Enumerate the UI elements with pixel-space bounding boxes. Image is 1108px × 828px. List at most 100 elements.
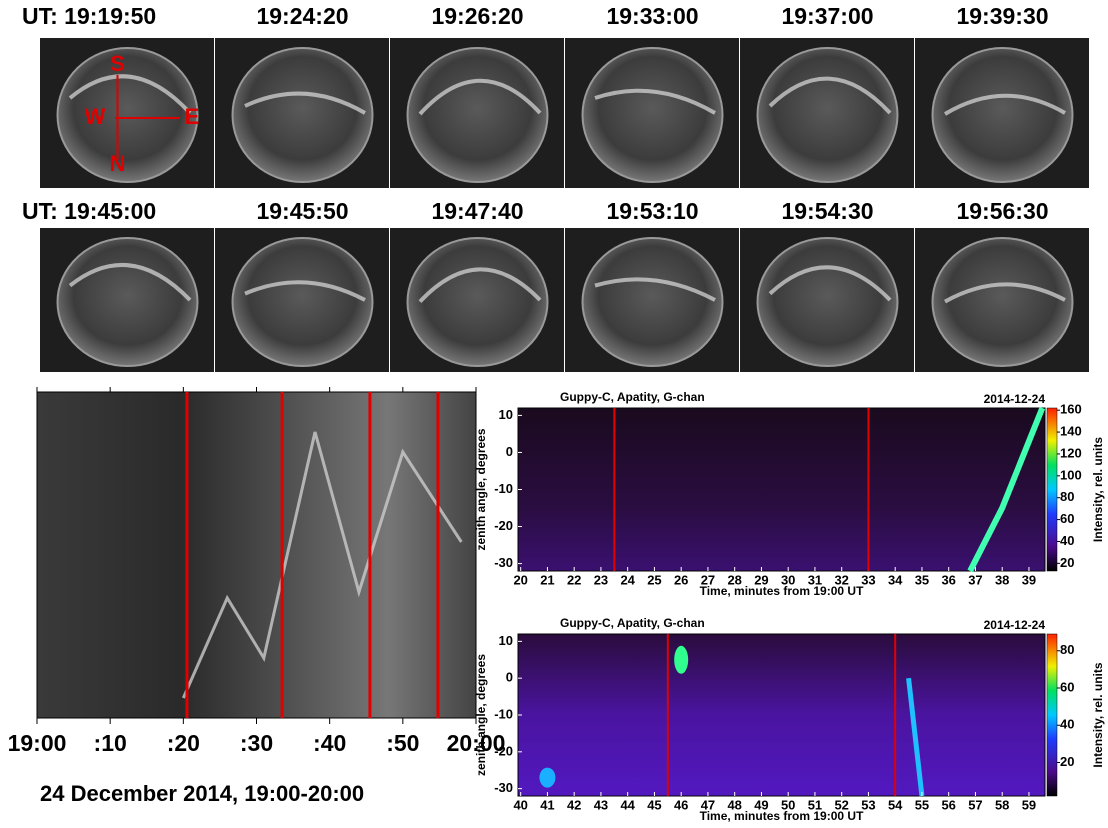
x-tick-label: 54 [888, 797, 903, 812]
y-tick-label: 0 [506, 670, 513, 685]
x-tick-label: 39 [1022, 572, 1036, 587]
direction-label: W [85, 104, 106, 129]
x-tick-label: 34 [888, 572, 903, 587]
panel-date: 2014-12-24 [984, 392, 1046, 406]
colorbar-tick-label: 40 [1060, 533, 1074, 548]
colorbar-label: Intensity, rel. units [1091, 662, 1105, 767]
x-axis-label: Time, minutes from 19:00 UT [700, 809, 864, 823]
x-tick-label: 41 [540, 797, 554, 812]
keogram [36, 391, 477, 719]
y-tick-label: -20 [494, 743, 513, 758]
time-label: UT: 19:45:00 [22, 198, 156, 224]
panel-date: 2014-12-24 [984, 618, 1046, 632]
panel-title: Guppy-C, Apatity, G-chan [560, 390, 705, 404]
spectrogram [517, 407, 1046, 572]
time-label: 19:39:30 [956, 3, 1048, 29]
x-tick-label: 24 [620, 572, 635, 587]
colorbar-tick-label: 40 [1060, 717, 1074, 732]
x-tick-label: 33 [861, 572, 875, 587]
caption: 24 December 2014, 19:00-20:00 [40, 781, 364, 806]
colorbar-tick-label: 20 [1060, 754, 1074, 769]
x-tick-label: 55 [915, 797, 929, 812]
x-tick-label: 25 [647, 572, 661, 587]
colorbar [1046, 407, 1058, 572]
x-tick-label: 29 [754, 572, 768, 587]
y-axis-label: zenith angle, degrees [474, 654, 488, 776]
direction-label: N [110, 151, 126, 176]
y-tick-label: -30 [494, 780, 513, 795]
x-tick-label: 20 [513, 572, 527, 587]
aurora [68, 263, 192, 302]
x-tick-label: 22 [567, 572, 581, 587]
x-tick-label: 52 [834, 797, 848, 812]
aurora [594, 277, 716, 302]
x-tick-label: 30 [781, 572, 795, 587]
direction-label: E [185, 104, 200, 129]
x-tick-label: 32 [834, 572, 848, 587]
emission [539, 767, 556, 788]
colorbar-tick-label: 160 [1060, 402, 1082, 417]
colorbar-tick-label: 80 [1060, 642, 1074, 657]
x-tick-label: 19:00 [8, 730, 67, 756]
sky-image [581, 47, 724, 183]
x-axis-label: Time, minutes from 19:00 UT [700, 584, 864, 598]
x-tick-label: :10 [94, 730, 127, 756]
x-tick-label: 42 [567, 797, 581, 812]
colorbar-tick-label: 120 [1060, 445, 1082, 460]
x-tick-label: 44 [620, 797, 635, 812]
x-tick-label: 57 [968, 797, 982, 812]
aurora [418, 267, 542, 303]
x-tick-label: 49 [754, 797, 768, 812]
aurora [244, 91, 367, 115]
time-label: 19:24:20 [256, 3, 348, 29]
x-tick-label: 23 [594, 572, 608, 587]
x-tick-label: :20 [167, 730, 200, 756]
colorbar [1046, 633, 1058, 797]
aurora [418, 78, 542, 116]
sky-image [231, 47, 374, 183]
x-tick-label: 26 [674, 572, 688, 587]
colorbar-label: Intensity, rel. units [1091, 437, 1105, 542]
x-tick-label: 50 [781, 797, 795, 812]
sky-image [581, 237, 724, 367]
panel-title: Guppy-C, Apatity, G-chan [560, 616, 705, 630]
time-label: 19:53:10 [606, 198, 698, 224]
colorbar-tick-label: 100 [1060, 467, 1082, 482]
x-tick-label: 56 [941, 797, 955, 812]
y-tick-label: -10 [494, 481, 513, 496]
time-label: 19:26:20 [431, 3, 523, 29]
colorbar-tick-label: 60 [1060, 511, 1074, 526]
y-tick-label: 10 [499, 633, 513, 648]
x-tick-label: 36 [941, 572, 955, 587]
keogram-aurora [181, 431, 463, 699]
x-tick-label: 43 [594, 797, 608, 812]
aurora [944, 282, 1066, 304]
y-tick-label: -20 [494, 518, 513, 533]
x-tick-label: 31 [808, 572, 822, 587]
time-label: UT: 19:19:50 [22, 3, 156, 29]
y-tick-label: 0 [506, 444, 513, 459]
aurora [594, 88, 717, 115]
x-tick-label: 59 [1022, 797, 1036, 812]
colorbar-tick-label: 60 [1060, 679, 1074, 694]
aurora [68, 74, 192, 115]
sky-image [756, 47, 899, 183]
x-tick-label: 35 [915, 572, 929, 587]
y-tick-label: -30 [494, 555, 513, 570]
sky-image [406, 237, 549, 367]
x-tick-label: 48 [727, 797, 741, 812]
sky-image [56, 47, 199, 183]
time-label: 19:33:00 [606, 3, 698, 29]
time-label: 19:47:40 [431, 198, 523, 224]
y-tick-label: 10 [499, 407, 513, 422]
x-tick-label: :30 [240, 730, 273, 756]
time-label: 19:54:30 [781, 198, 873, 224]
x-tick-label: :40 [313, 730, 346, 756]
y-tick-label: -10 [494, 706, 513, 721]
x-tick-label: 37 [968, 572, 982, 587]
emission [906, 677, 925, 797]
aurora [768, 76, 892, 115]
colorbar-tick-label: 140 [1060, 424, 1082, 439]
spectrogram [517, 633, 1046, 797]
